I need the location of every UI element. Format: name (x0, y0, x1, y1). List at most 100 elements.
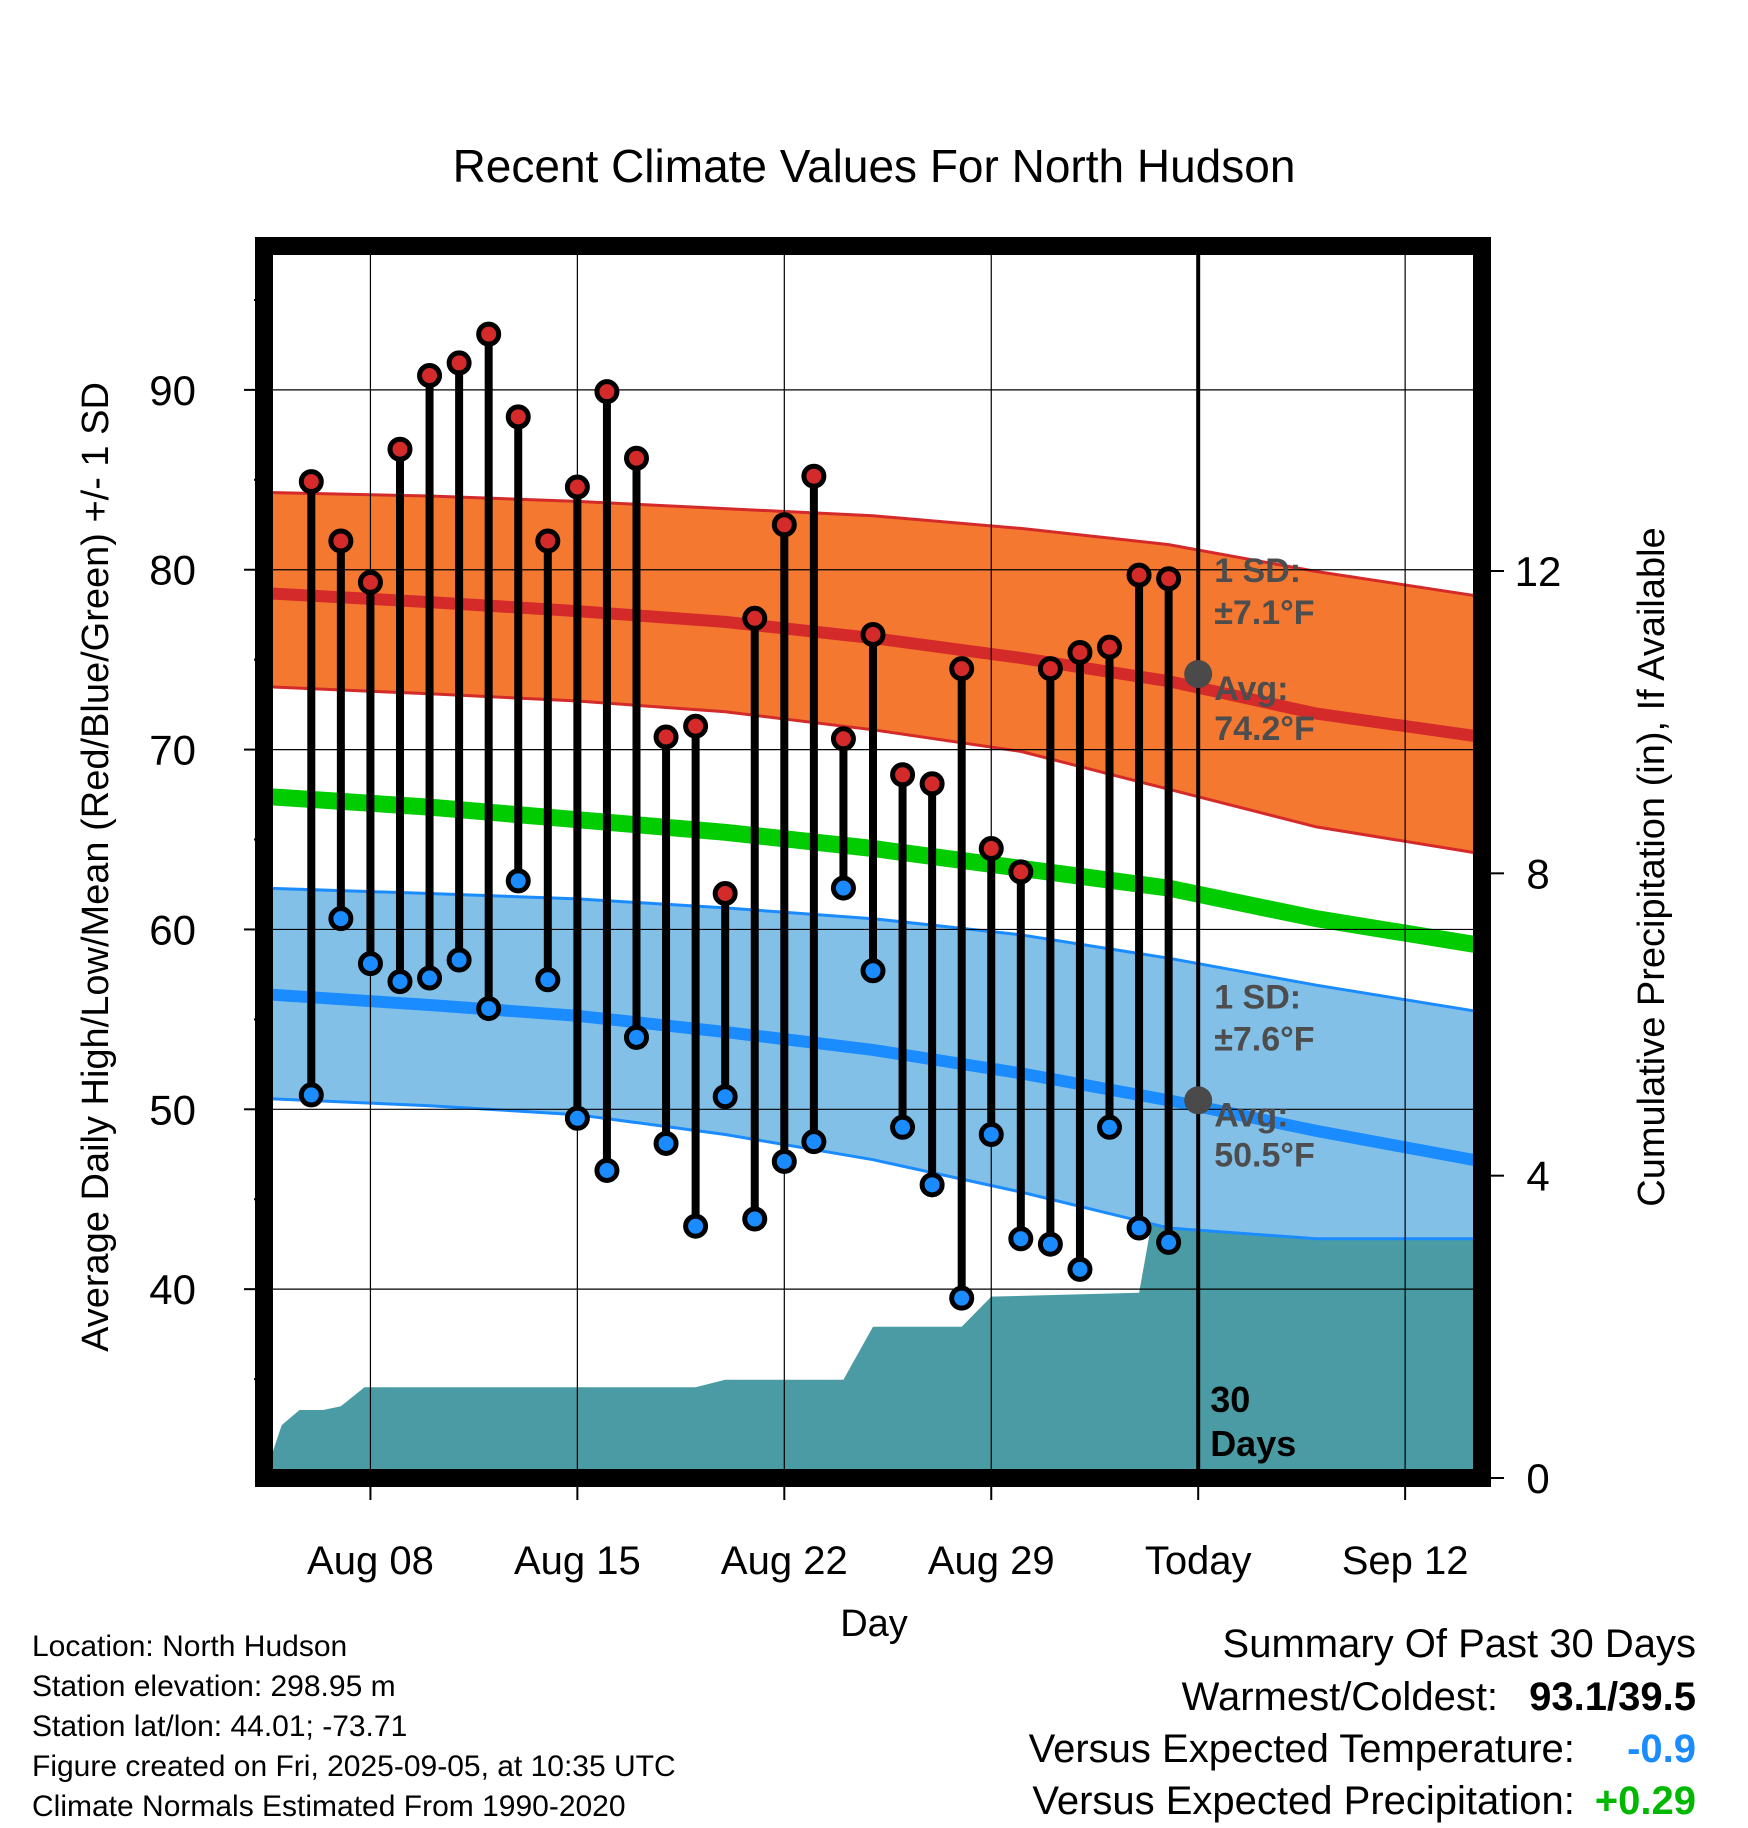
y-axis-label: Average Daily High/Low/Mean (Red/Blue/Gr… (75, 382, 117, 1352)
daily-high-point (683, 713, 709, 739)
summary-temp-value: -0.9 (1627, 1727, 1696, 1771)
daily-low-point (860, 958, 886, 984)
daily-high-point (623, 445, 649, 471)
daily-high-point (417, 362, 443, 388)
y-tick-label: 70 (149, 727, 196, 774)
x-axis-label: Day (840, 1603, 908, 1645)
plot-frame (255, 237, 1491, 1487)
low-avg-label: Avg: (1214, 1096, 1288, 1134)
info-normals: Climate Normals Estimated From 1990-2020 (32, 1790, 626, 1823)
period-label-line: 30 (1210, 1379, 1250, 1420)
daily-high-point (742, 605, 768, 631)
high-sd-label: 1 SD: (1214, 552, 1301, 590)
info-latlon: Station lat/lon: 44.01; -73.71 (32, 1710, 408, 1743)
daily-low-point (564, 1105, 590, 1131)
daily-high-point (890, 762, 916, 788)
daily-low-point (890, 1114, 916, 1140)
summary-precip-label: Versus Expected Precipitation: (1032, 1779, 1575, 1823)
y2-tick-label: 0 (1526, 1455, 1549, 1502)
daily-high-point (712, 880, 738, 906)
high-avg-marker (1184, 660, 1213, 689)
daily-low-point (1097, 1114, 1123, 1140)
low-avg-marker (1184, 1086, 1213, 1115)
daily-low-point (1126, 1215, 1152, 1241)
daily-high-point (387, 436, 413, 462)
daily-high-point (1097, 634, 1123, 660)
daily-high-point (535, 528, 561, 554)
daily-high-point (594, 379, 620, 405)
daily-high-point (860, 621, 886, 647)
daily-low-point (742, 1206, 768, 1232)
daily-low-point (653, 1130, 679, 1156)
y2-tick-label: 12 (1515, 548, 1562, 595)
daily-high-point (653, 724, 679, 750)
daily-high-point (1126, 562, 1152, 588)
daily-high-point (446, 350, 472, 376)
low-sd-value: ±7.6°F (1214, 1020, 1314, 1058)
daily-high-point (298, 469, 324, 495)
daily-high-point (978, 836, 1004, 862)
daily-low-point (1008, 1226, 1034, 1252)
daily-low-point (357, 951, 383, 977)
daily-high-point (1037, 656, 1063, 682)
x-tick-label: Aug 15 (514, 1539, 641, 1583)
daily-low-point (446, 947, 472, 973)
period-label-line: Days (1210, 1423, 1296, 1464)
info-created: Figure created on Fri, 2025-09-05, at 10… (32, 1750, 676, 1783)
summary-warm-cold: Warmest/Coldest: 93.1/39.5 (1182, 1675, 1696, 1720)
chart-title: Recent Climate Values For North Hudson (453, 140, 1296, 192)
high-sd-value: ±7.1°F (1214, 594, 1314, 632)
daily-low-point (328, 906, 354, 932)
daily-low-point (476, 996, 502, 1022)
x-tick-label: Aug 08 (307, 1539, 434, 1583)
y-tick-label: 90 (149, 367, 196, 414)
summary-warm-cold-value: 93.1/39.5 (1529, 1675, 1696, 1719)
daily-low-point (919, 1172, 945, 1198)
daily-low-point (978, 1121, 1004, 1147)
x-tick-label: Aug 22 (721, 1539, 848, 1583)
summary-warm-cold-label: Warmest/Coldest: (1181, 1675, 1499, 1719)
daily-points-layer (298, 321, 1182, 1311)
daily-low-point (623, 1024, 649, 1050)
x-tick-label: Aug 29 (928, 1539, 1055, 1583)
daily-high-point (1008, 859, 1034, 885)
daily-high-point (328, 528, 354, 554)
y2-tick-label: 4 (1526, 1153, 1549, 1200)
y2-tick-label: 8 (1526, 850, 1549, 897)
daily-high-point (476, 321, 502, 347)
axes-layer: 40 50 60 70 80 90 0 4 8 12 Aug 08 Aug 15 Aug 22 Aug 2… (149, 298, 1562, 1583)
y2-axis-label: Cumulative Precipitation (in), If Availa… (1631, 527, 1673, 1206)
y-tick-label: 50 (149, 1086, 196, 1133)
daily-low-point (830, 875, 856, 901)
info-elevation: Station elevation: 298.95 m (32, 1670, 396, 1703)
info-location: Location: North Hudson (32, 1630, 348, 1663)
summary-precip: Versus Expected Precipitation: +0.29 (1032, 1779, 1696, 1824)
daily-high-point (505, 404, 531, 430)
y-tick-label: 40 (149, 1266, 196, 1313)
low-sd-band (264, 888, 1482, 1239)
y-tick-label: 60 (149, 906, 196, 953)
daily-low-point (535, 967, 561, 993)
x-tick-label: Sep 12 (1342, 1539, 1469, 1583)
daily-high-point (919, 771, 945, 797)
daily-low-point (712, 1084, 738, 1110)
daily-low-point (1037, 1231, 1063, 1257)
high-avg-label: Avg: (1214, 670, 1288, 708)
daily-high-point (357, 569, 383, 595)
x-tick-label: Today (1145, 1539, 1252, 1583)
daily-low-point (298, 1082, 324, 1108)
daily-low-point (949, 1285, 975, 1311)
daily-low-point (771, 1148, 797, 1174)
daily-low-point (594, 1157, 620, 1183)
daily-range-stems-layer (307, 334, 1173, 1299)
daily-high-point (830, 726, 856, 752)
daily-high-point (801, 463, 827, 489)
daily-low-point (417, 965, 443, 991)
daily-low-point (1156, 1229, 1182, 1255)
high-upper-edge (263, 490, 1483, 599)
daily-low-point (387, 969, 413, 995)
y-tick-label: 80 (149, 547, 196, 594)
summary-temp: Versus Expected Temperature: -0.9 (1029, 1727, 1696, 1772)
